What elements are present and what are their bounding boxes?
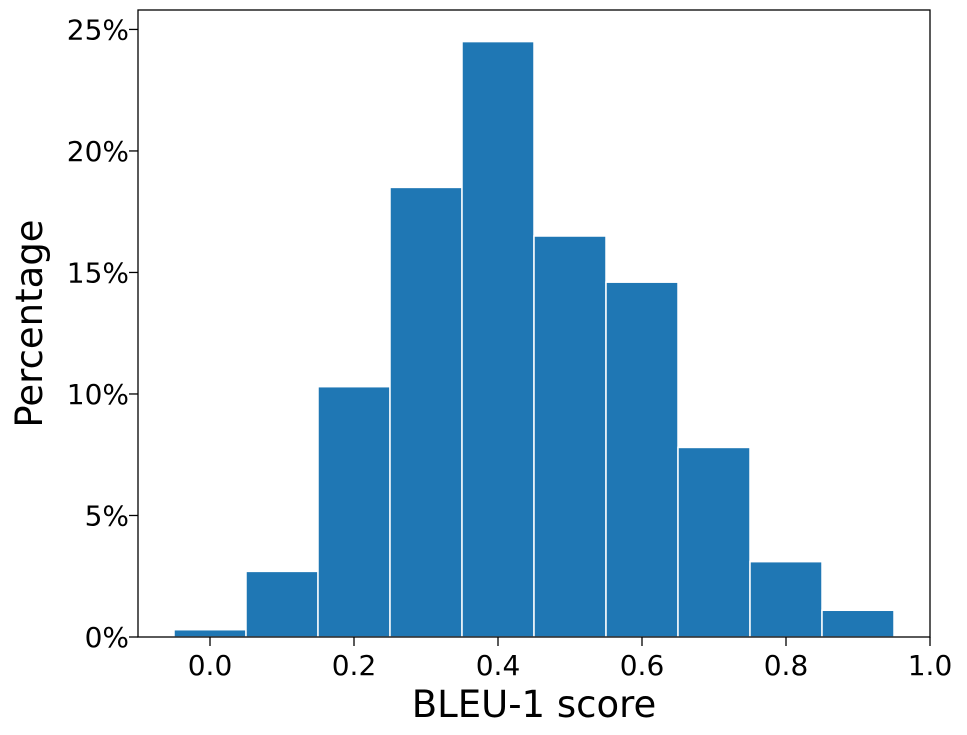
y-tick-label: 20% (67, 135, 129, 168)
bars-group (173, 40, 895, 638)
y-axis-ticks: 0% 5% 10% 15% 20% 25% (67, 13, 138, 654)
histogram-bar (245, 570, 319, 638)
x-tick-label: 0.8 (764, 649, 809, 682)
x-tick-label: 0.4 (476, 649, 521, 682)
histogram-bar (605, 281, 679, 638)
x-axis-label: BLEU-1 score (412, 683, 657, 726)
y-tick-label: 5% (85, 499, 129, 532)
x-axis-ticks: 0.0 0.2 0.4 0.6 0.8 1.0 (188, 637, 953, 682)
histogram-bar (821, 609, 895, 638)
x-tick-label: 0.2 (332, 649, 377, 682)
y-axis-label: Percentage (8, 219, 51, 427)
x-tick-label: 0.0 (188, 649, 233, 682)
histogram-bar (677, 446, 751, 638)
y-tick-label: 15% (67, 256, 129, 289)
histogram-bar (533, 235, 607, 638)
histogram-bar (389, 186, 463, 638)
y-tick-label: 25% (67, 13, 129, 46)
y-tick-label: 10% (67, 378, 129, 411)
histogram-bar (317, 385, 391, 638)
plot-frame (137, 9, 931, 638)
histogram-bar (461, 40, 535, 638)
x-tick-label: 0.6 (620, 649, 665, 682)
histogram-bar (749, 560, 823, 638)
x-tick-label: 1.0 (908, 649, 953, 682)
histogram-bar (173, 628, 247, 638)
y-tick-label: 0% (85, 621, 129, 654)
